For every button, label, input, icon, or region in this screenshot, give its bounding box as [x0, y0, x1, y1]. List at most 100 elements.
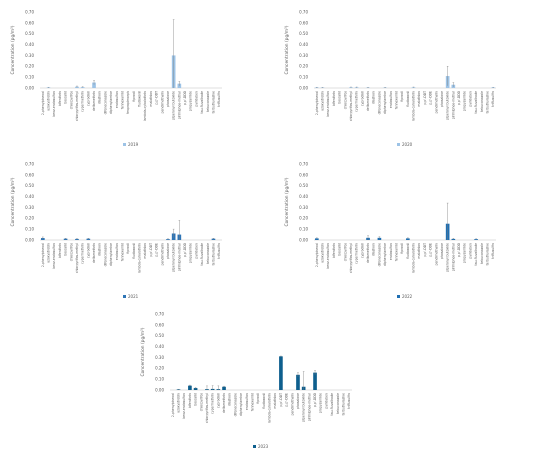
- category-label: p,p'-DDT: [279, 393, 283, 407]
- category-label: fludioxonil: [406, 91, 410, 107]
- y-tick-label: 0.40: [25, 42, 34, 47]
- y-tick-label: 0.10: [299, 75, 308, 80]
- chart-svg-5: Concentration (pg/m³) 0.00 0.10 0.20 0.30 0.4…: [140, 311, 352, 449]
- category-label: chlorpyrifos-methyl: [349, 243, 353, 273]
- y-tick-label: 0.50: [299, 183, 308, 188]
- y-tick-label: 0.70: [25, 161, 34, 166]
- category-label: cyprodinil: [86, 91, 90, 106]
- y-tick-label: 0.10: [155, 377, 164, 382]
- y-tick-label: 0.30: [299, 53, 308, 58]
- category-label: tebuconazole: [206, 91, 210, 112]
- bar: [406, 238, 410, 240]
- category-label: phosalone: [296, 393, 300, 409]
- category-label: benz-endosulfan: [52, 243, 56, 269]
- bar: [313, 372, 317, 390]
- category-label: p,p'-DDD: [183, 242, 187, 257]
- y-tick-label: 0.20: [155, 366, 164, 371]
- category-label: piperonyl butoxide: [446, 91, 450, 120]
- category-label: pirimiphos-methyl: [307, 393, 311, 421]
- y-tick-label: 0.70: [299, 161, 308, 166]
- category-label: bifenthrin: [58, 243, 62, 258]
- category-label: tau-fluvalinate: [330, 393, 334, 416]
- category-label: fipronil: [256, 393, 260, 404]
- category-label: azoxystrobin: [47, 91, 51, 111]
- category-label: p,p'-DDE: [429, 91, 433, 105]
- category-label: tebuconazole: [480, 91, 484, 112]
- y-tick-label: 0.50: [25, 31, 34, 36]
- category-label: cypermethrin: [355, 91, 359, 112]
- bar: [377, 237, 382, 240]
- category-label: chlorpyrifos: [69, 243, 73, 262]
- category-label: pendimethalin: [160, 243, 164, 265]
- bar: [211, 238, 216, 240]
- category-label: chlorpyrifos-methyl: [75, 243, 79, 273]
- category-label: bifenthrin: [332, 243, 336, 258]
- category-label: boscalid: [338, 243, 342, 256]
- category-label: triflusulfin: [347, 393, 351, 409]
- chart-panel-4: Concentration (pg/m³) 0.00 0.10 0.20 0.30 0.4…: [274, 158, 500, 306]
- category-label: deltamethrin: [92, 243, 96, 263]
- category-label: pirimiphos-methyl: [177, 243, 181, 271]
- category-label: phosalone: [166, 243, 170, 259]
- category-label: terbuthylazine: [485, 243, 489, 266]
- y-tick-label: 0.60: [25, 20, 34, 25]
- category-label: benz-endosulfan: [326, 91, 330, 117]
- category-label: pyridaben: [324, 393, 328, 409]
- bar: [75, 238, 79, 240]
- y-tick-label: 0.20: [25, 216, 34, 221]
- y-tick-label: 0.10: [25, 227, 34, 232]
- chart-panel-2: Concentration (pg/m³) 0.00 0.10 0.20 0.30 0.4…: [274, 6, 500, 154]
- category-label: fludioxonil: [138, 91, 142, 107]
- y-tick-label: 0.00: [299, 85, 308, 90]
- category-label: p,p'-DDT: [149, 243, 153, 257]
- y-tick-label: 0.50: [25, 183, 34, 188]
- y-tick-label: 0.20: [299, 64, 308, 69]
- category-label: fipronil: [126, 243, 130, 254]
- y-axis-label: Concentration (pg/m³): [140, 327, 146, 376]
- category-label: p,p'-DDT: [155, 91, 159, 105]
- y-axis-label: Concentration (pg/m³): [10, 25, 16, 74]
- category-label: chlorpyrifos: [199, 393, 203, 412]
- y-tick-label: 0.70: [299, 9, 308, 14]
- legend-swatch: [123, 143, 126, 146]
- bar: [46, 87, 51, 88]
- legend-label: 2022: [402, 294, 413, 299]
- category-label: difenoconazole: [103, 91, 107, 114]
- category-label: diphenylamine: [109, 91, 113, 114]
- y-axis-label: Concentration (pg/m³): [10, 177, 16, 226]
- category-label: endosulfan: [115, 243, 119, 260]
- chart-svg-1: Concentration (pg/m³) 0.00 0.10 0.20 0.30 0.4…: [10, 9, 222, 147]
- category-label: tau-fluvalinate: [200, 91, 204, 114]
- bar: [63, 238, 68, 240]
- bar: [315, 238, 319, 240]
- category-label: propyzamide: [189, 243, 193, 263]
- bar: [296, 374, 300, 390]
- category-label: tau-fluvalinate: [200, 243, 204, 266]
- category-label: diazinon: [228, 393, 232, 406]
- category-label: diazinon: [372, 243, 376, 256]
- bar: [80, 87, 85, 88]
- category-label: fipronil: [400, 243, 404, 254]
- chart-svg-2: Concentration (pg/m³) 0.00 0.10 0.20 0.30 0.4…: [284, 9, 496, 147]
- category-label: diphenylamine: [383, 91, 387, 114]
- category-label: p,p'-DDD: [313, 392, 317, 407]
- chart-panel-3: Concentration (pg/m³) 0.00 0.10 0.20 0.30 0.4…: [0, 158, 226, 306]
- y-axis-label: Concentration (pg/m³): [284, 177, 290, 226]
- category-label: piperonyl butoxide: [302, 393, 306, 422]
- category-label: cyprodinil: [216, 393, 220, 408]
- category-label: p,p'-DDT: [423, 91, 427, 105]
- bar: [491, 87, 495, 88]
- category-label: diazinon: [98, 243, 102, 256]
- category-label: pyridaben: [194, 243, 198, 259]
- category-label: tau-fluvalinate: [474, 243, 478, 266]
- category-label: boscalid: [338, 91, 342, 104]
- category-label: bifenthrin: [332, 91, 336, 106]
- category-label: bifenthrin: [188, 393, 192, 408]
- category-label: cypermethrin: [81, 91, 85, 112]
- y-tick-label: 0.60: [299, 20, 308, 25]
- legend-swatch: [123, 295, 126, 298]
- category-label: phosalone: [166, 91, 170, 107]
- category-label: azoxystrobin: [321, 243, 325, 263]
- y-tick-label: 0.00: [25, 85, 34, 90]
- category-label: cypermethrin: [81, 243, 85, 264]
